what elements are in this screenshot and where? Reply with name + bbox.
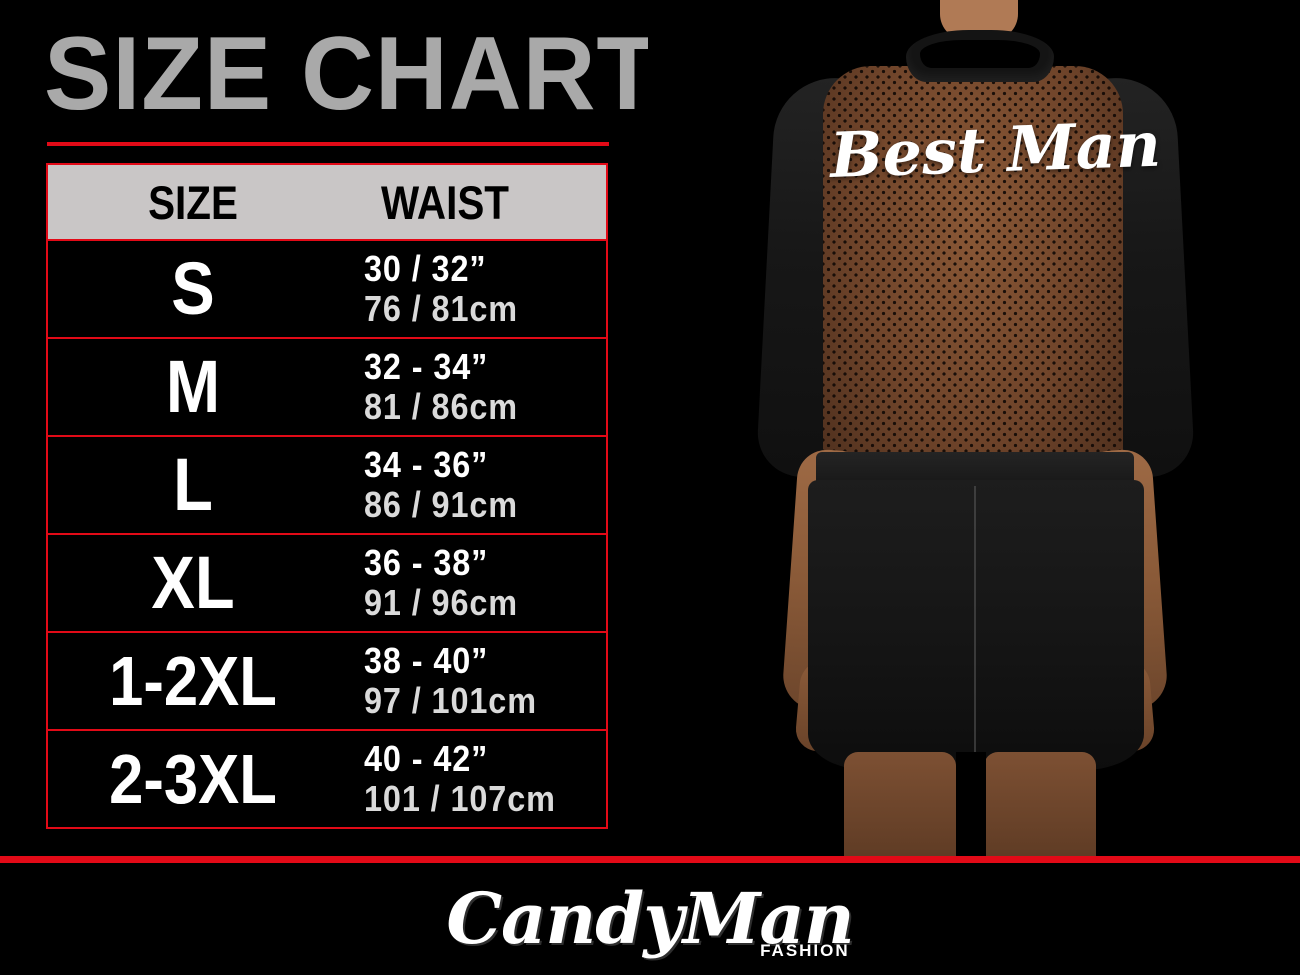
waist-centimeters: 101 / 107cm [364, 778, 556, 819]
waist-inches: 40 - 42” [364, 738, 489, 779]
model-leg-gap [956, 752, 986, 858]
cell-waist: 34 - 36” 86 / 91cm [338, 445, 606, 525]
garment-collar-inner [920, 40, 1040, 68]
brand-logo-subtext: FASHION [760, 941, 850, 960]
waist-centimeters: 81 / 86cm [364, 386, 519, 427]
waist-centimeters: 97 / 101cm [364, 680, 537, 721]
table-row: 2-3XL 40 - 42” 101 / 107cm [48, 729, 606, 827]
size-table: SIZE WAIST S 30 / 32” 76 / 81cm M 32 - 3… [46, 163, 608, 829]
brand-logo-inner: CandyMan FASHION [446, 877, 854, 961]
cell-waist: 36 - 38” 91 / 96cm [338, 543, 606, 623]
footer-bar: CandyMan FASHION [0, 863, 1300, 975]
title-underline-rule [47, 142, 609, 146]
cell-waist: 38 - 40” 97 / 101cm [338, 641, 606, 721]
column-header-size: SIZE [148, 175, 238, 229]
brand-logo: CandyMan FASHION [0, 863, 1300, 975]
table-row: XL 36 - 38” 91 / 96cm [48, 533, 606, 631]
waist-centimeters: 86 / 91cm [364, 484, 519, 525]
column-header-waist: WAIST [381, 175, 509, 229]
size-chart-panel: SIZE CHART SIZE WAIST S 30 / 32” 76 / 81… [0, 0, 659, 858]
garment-print-text: Best Man [828, 107, 1163, 193]
mesh-fabric-panel [823, 66, 1123, 496]
cell-size: XL [151, 541, 235, 624]
cell-size: M [165, 345, 221, 428]
cell-waist: 40 - 42” 101 / 107cm [338, 739, 606, 819]
cell-size: S [171, 247, 215, 330]
table-row: L 34 - 36” 86 / 91cm [48, 435, 606, 533]
garment-skirt-seam [974, 486, 976, 762]
cell-size: 2-3XL [109, 740, 277, 818]
waist-centimeters: 91 / 96cm [364, 582, 519, 623]
table-row: S 30 / 32” 76 / 81cm [48, 239, 606, 337]
footer-divider-rule [0, 856, 1300, 863]
cell-size: L [173, 443, 213, 526]
brand-logo-wordmark: CandyMan [446, 877, 854, 960]
garment-skirt [808, 480, 1144, 770]
model-figure: Best Man [648, 0, 1300, 858]
product-photo-panel: Best Man [648, 0, 1300, 858]
cell-size: 1-2XL [109, 642, 277, 720]
model-thigh-left [844, 752, 956, 858]
waist-inches: 32 - 34” [364, 346, 489, 387]
model-thigh-right [984, 752, 1096, 858]
table-header-row: SIZE WAIST [48, 165, 606, 239]
page-title: SIZE CHART [44, 16, 659, 132]
cell-waist: 30 / 32” 76 / 81cm [338, 249, 606, 329]
waist-inches: 30 / 32” [364, 248, 487, 289]
waist-centimeters: 76 / 81cm [364, 288, 519, 329]
cell-waist: 32 - 34” 81 / 86cm [338, 347, 606, 427]
table-row: 1-2XL 38 - 40” 97 / 101cm [48, 631, 606, 729]
waist-inches: 38 - 40” [364, 640, 489, 681]
waist-inches: 34 - 36” [364, 444, 489, 485]
waist-inches: 36 - 38” [364, 542, 489, 583]
table-row: M 32 - 34” 81 / 86cm [48, 337, 606, 435]
